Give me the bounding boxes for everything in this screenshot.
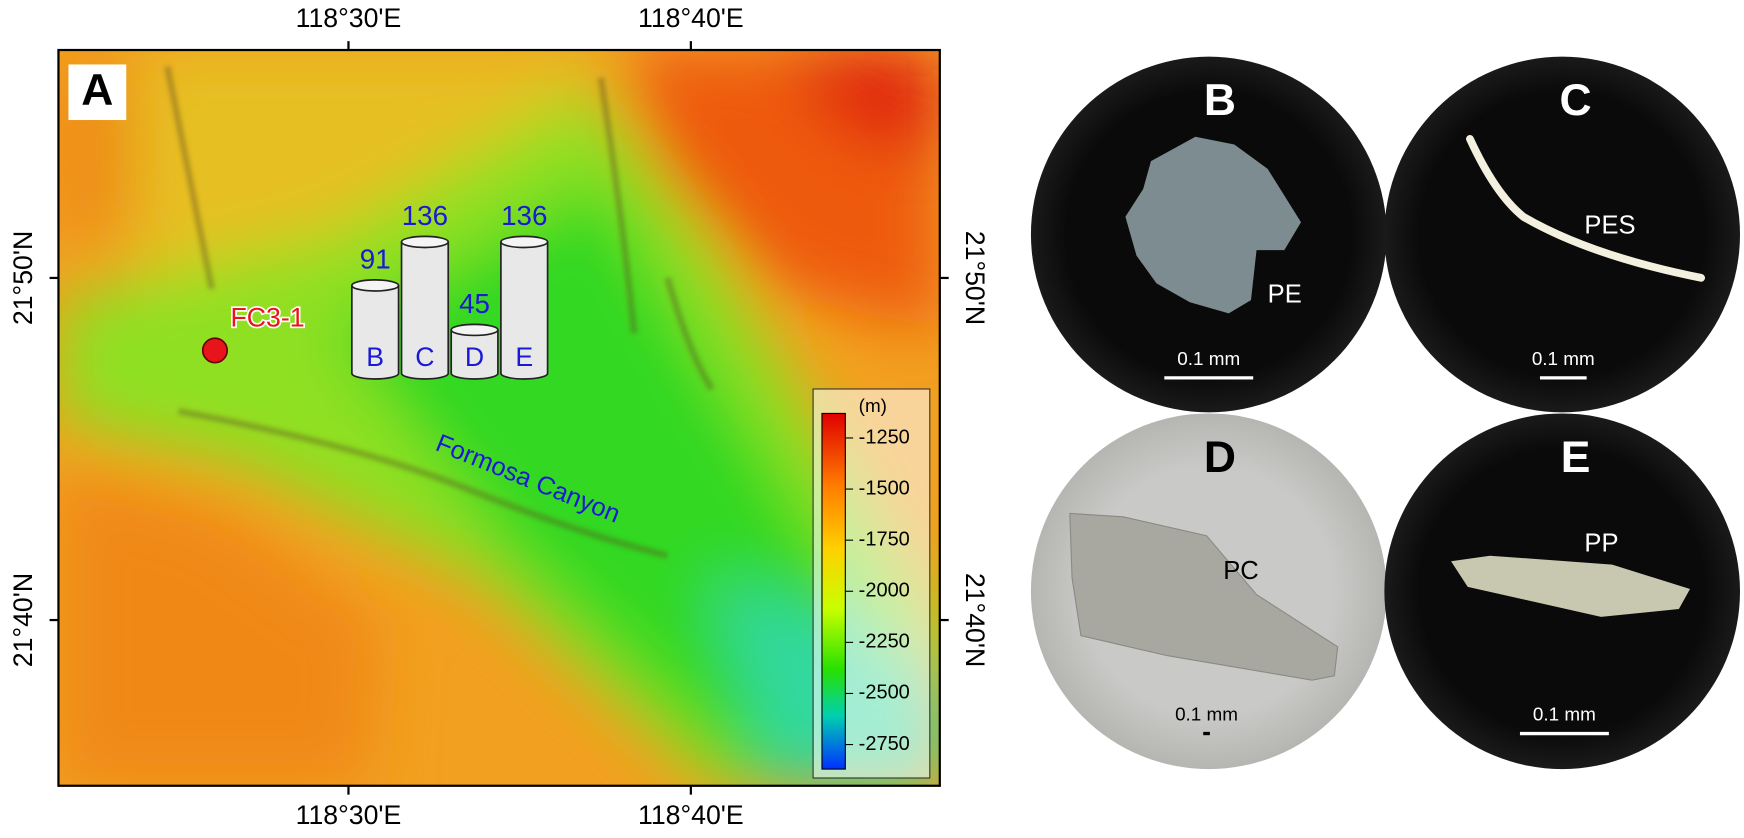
scale-label: 0.1 mm [1175,705,1238,726]
panel-label: B [1204,76,1236,125]
map-frame [57,48,941,787]
colorbar-tick-label: -2250 [859,631,910,653]
x-tick-label: 118°30'E [296,800,402,830]
count-cylinder [351,285,400,380]
count-label: 136 [501,200,547,231]
count-category: D [465,342,484,372]
particle [1451,555,1690,617]
count-label: 45 [459,288,490,319]
scale-label: 0.1 mm [1533,705,1596,726]
count-cylinder [400,241,450,380]
count-label: 91 [360,243,391,274]
panel-label: C [1559,76,1591,125]
panel-label: D [1204,433,1236,482]
site-marker [201,337,229,364]
polymer-label: PC [1223,557,1259,585]
colorbar-tick-label: -2750 [859,733,910,755]
panel-label-box [68,64,127,121]
colorbar-tick-label: -2000 [859,580,910,602]
count-category: B [366,342,384,372]
colorbar-tick-label: -2500 [859,682,910,704]
x-tick-label: 118°30'E [296,3,402,33]
site-label: FC3-1 [231,302,305,332]
colorbar [821,412,846,770]
cylinder-top [500,235,549,249]
particle [1466,135,1705,282]
scale-label: 0.1 mm [1532,349,1595,370]
cylinder-top [450,323,499,337]
scale-label: 0.1 mm [1177,349,1240,370]
polymer-label: PP [1584,529,1618,557]
y-tick-label: 21°50'N [960,231,990,325]
count-category: E [515,342,533,372]
y-tick-label: 21°40'N [960,573,990,667]
cylinder-top [400,235,450,249]
x-tick-label: 118°40'E [638,3,744,33]
count-cylinder [450,329,499,380]
bathymetry [58,50,940,786]
x-tick-label: 118°40'E [638,800,744,830]
count-category: C [415,342,434,372]
colorbar-tick-label: -1250 [859,426,910,448]
particle [1125,136,1302,314]
colorbar-unit: (m) [859,396,887,417]
y-tick-label: 21°40'N [8,573,38,667]
cylinder-top [351,279,400,292]
polymer-label: PES [1584,211,1635,239]
count-label: 136 [402,200,448,231]
polymer-label: PE [1268,280,1302,308]
colorbar-tick-label: -1750 [859,528,910,550]
count-cylinder [500,241,549,380]
particle [1069,512,1339,681]
colorbar-tick-label: -1500 [859,477,910,499]
panel-label: A [81,66,113,115]
panel-label: E [1561,433,1591,482]
y-tick-label: 21°50'N [8,231,38,325]
